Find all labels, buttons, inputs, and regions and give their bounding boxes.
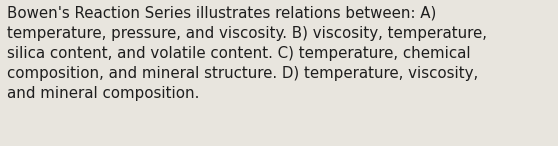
Text: Bowen's Reaction Series illustrates relations between: A)
temperature, pressure,: Bowen's Reaction Series illustrates rela…: [7, 6, 487, 101]
